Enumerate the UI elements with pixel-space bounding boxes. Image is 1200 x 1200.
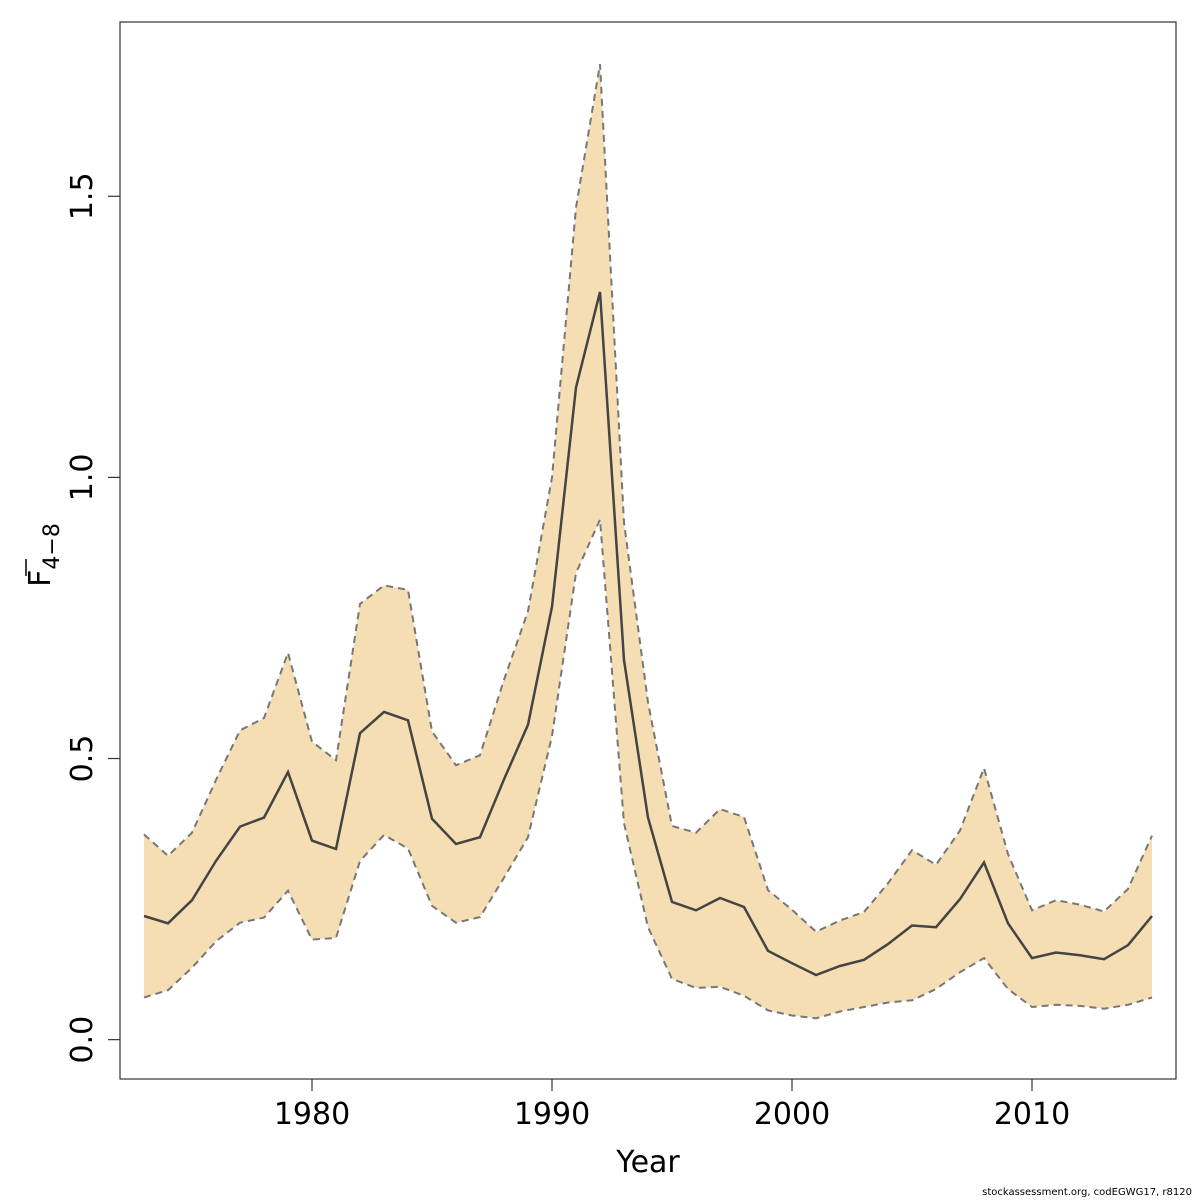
x-axis-title: Year: [615, 1145, 680, 1180]
x-tick-label: 1980: [274, 1097, 350, 1132]
credit-text: stockassessment.org, codEGWG17, r8120: [982, 1187, 1192, 1198]
x-tick-label: 2010: [994, 1097, 1070, 1132]
y-axis-title-main: F: [23, 570, 58, 587]
x-tick-label: 2000: [754, 1097, 830, 1132]
plot-frame: [119, 21, 1177, 1080]
x-tick-label: 1990: [514, 1097, 590, 1132]
upper-bound-line: [143, 64, 1153, 933]
x-axis: 1980 1990 2000 2010: [274, 1079, 1070, 1132]
y-tick-label: 0.5: [65, 735, 100, 783]
y-tick-label: 1.5: [65, 172, 100, 220]
svg-text:F4−8: F4−8: [23, 523, 65, 587]
y-axis: 0.0 0.5 1.0 1.5: [65, 172, 120, 1064]
y-tick-label: 0.0: [65, 1016, 100, 1064]
y-tick-label: 1.0: [65, 454, 100, 502]
estimate-line: [143, 291, 1153, 977]
lower-bound-line: [143, 519, 1153, 1020]
y-axis-title: F4−8: [23, 523, 65, 587]
y-axis-title-subscript: 4−8: [40, 523, 65, 569]
confidence-band: [144, 64, 1152, 1019]
